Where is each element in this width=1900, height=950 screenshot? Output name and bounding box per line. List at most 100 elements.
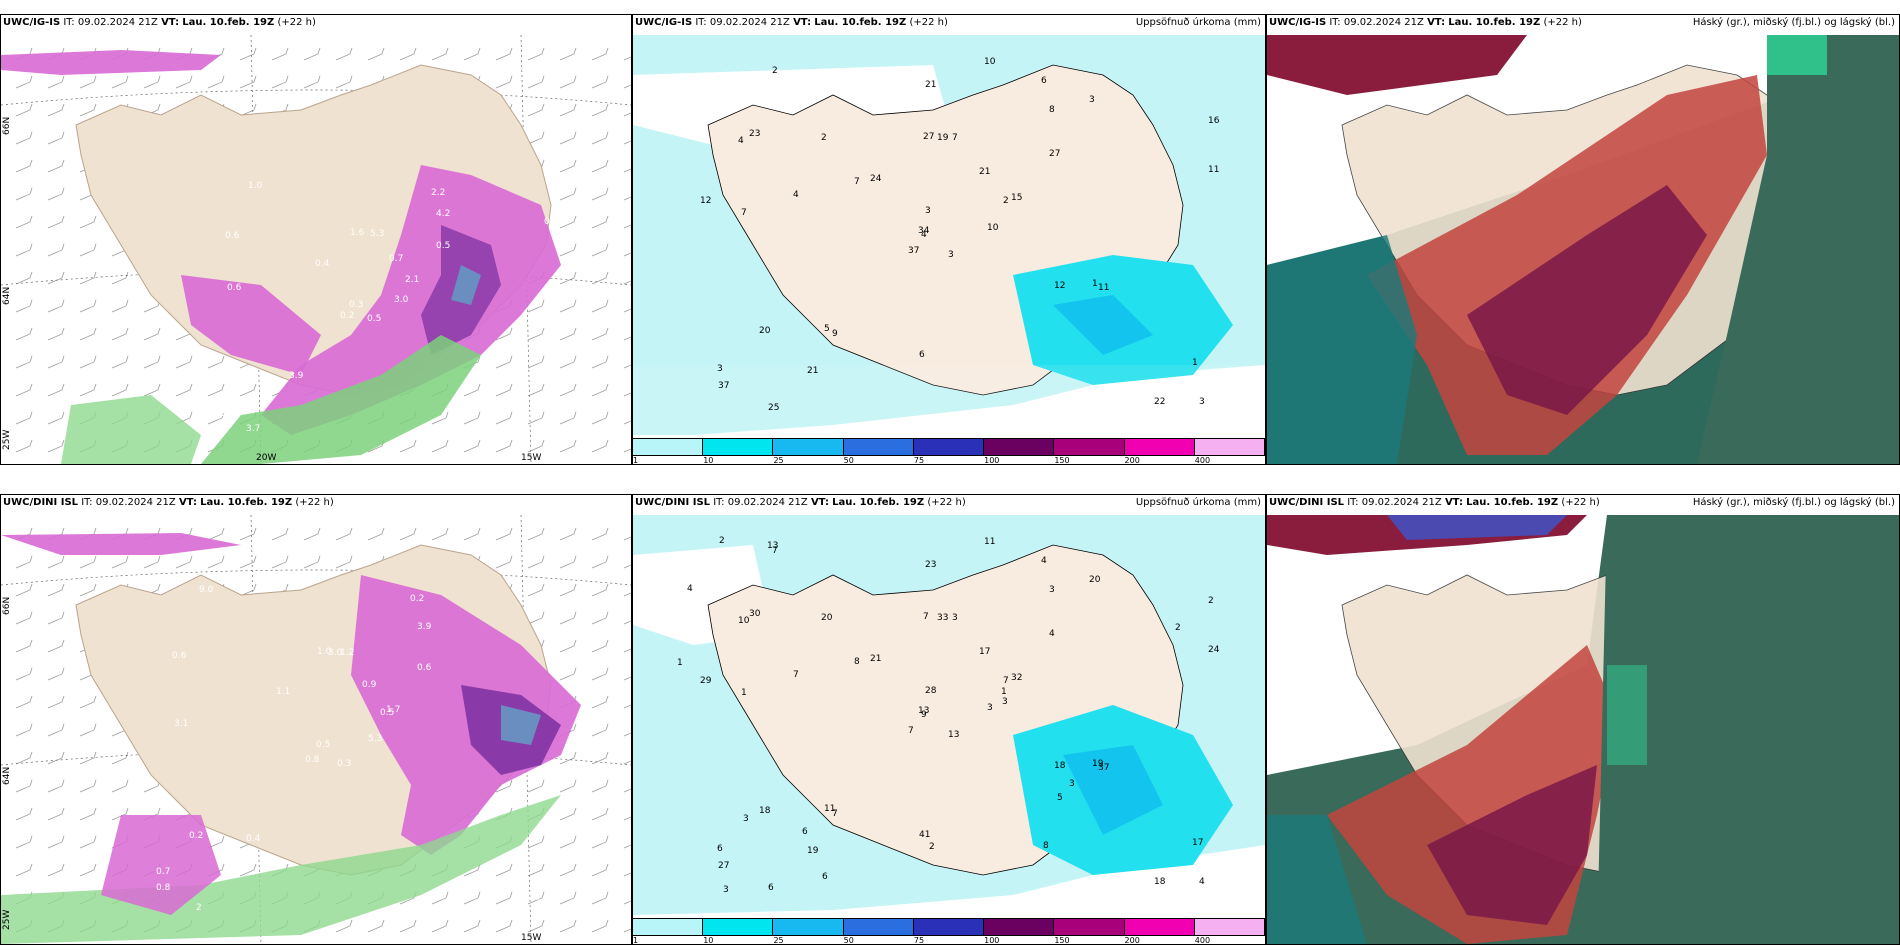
value-label: 0.6 xyxy=(227,283,242,293)
wind-barb xyxy=(591,439,609,453)
wind-barb xyxy=(111,555,129,569)
value-label: 21 xyxy=(925,80,936,90)
wind-barb xyxy=(335,75,353,89)
panel-subtitle: Uppsöfnuð úrkoma (mm) xyxy=(1135,497,1261,508)
value-label: 19 xyxy=(807,846,819,856)
wind-barb xyxy=(591,527,609,541)
wind-barb xyxy=(111,807,129,821)
value-label: 1.0 xyxy=(317,647,332,657)
panel-subtitle: Háský (gr.), miðský (fj.bl.) og lágský (… xyxy=(1692,497,1895,508)
value-label: 16 xyxy=(1208,116,1220,126)
value-label: 4 xyxy=(1199,877,1205,887)
wind-barb xyxy=(623,168,631,173)
wind-barb xyxy=(463,383,481,397)
value-label: 10 xyxy=(738,616,750,626)
panel-subtitle: Uppsöfnuð úrkoma (mm) xyxy=(1135,17,1261,28)
value-label: 18 xyxy=(1154,877,1166,887)
colorbar-tick: 50 xyxy=(843,456,854,465)
wind-barb xyxy=(431,891,449,905)
value-label: 27 xyxy=(718,861,729,871)
wind-barb xyxy=(79,243,97,257)
value-label: 4.2 xyxy=(436,209,450,219)
wind-barb xyxy=(527,919,545,933)
value-label: 4 xyxy=(793,190,799,200)
value-label: 9 xyxy=(832,329,838,339)
value-label: 4 xyxy=(921,230,927,240)
wind-barb xyxy=(47,555,65,569)
wind-barb xyxy=(559,583,577,597)
wind-barb xyxy=(47,439,65,453)
wind-barb xyxy=(47,863,65,877)
value-label: 18 xyxy=(1054,761,1066,771)
lon-label: 15W xyxy=(521,453,541,463)
wind-barb xyxy=(559,271,577,285)
value-label: 37 xyxy=(1098,763,1109,773)
wind-barb xyxy=(623,648,631,653)
value-label: 3 xyxy=(1089,95,1095,105)
value-label: 5.3 xyxy=(368,734,382,744)
value-label: 0.6 xyxy=(172,651,187,661)
value-label: 21 xyxy=(807,366,818,376)
value-label: 12 xyxy=(1054,281,1065,291)
wind-barb xyxy=(559,555,577,569)
wind-barb xyxy=(623,872,631,877)
wind-barb xyxy=(591,919,609,933)
value-label: 1.0 xyxy=(248,181,263,191)
wind-barb xyxy=(559,863,577,877)
wind-barb xyxy=(399,439,417,453)
wind-barb xyxy=(239,583,257,597)
wind-barb xyxy=(79,863,97,877)
colorbar-tick: 150 xyxy=(1054,936,1070,945)
wind-barb xyxy=(47,131,65,145)
value-label: 23 xyxy=(749,129,760,139)
wind-barb xyxy=(207,411,225,425)
value-label: 15 xyxy=(1011,193,1022,203)
colorbar-segment xyxy=(913,919,985,935)
value-label: 2 xyxy=(772,66,778,76)
wind-barb xyxy=(47,779,65,793)
value-label: 18 xyxy=(759,806,771,816)
colorbar-tick: 50 xyxy=(843,936,854,945)
wind-barb xyxy=(623,56,631,61)
wind-barb xyxy=(623,536,631,541)
wind-barb xyxy=(367,919,385,933)
value-label: 24 xyxy=(870,174,882,184)
wind-barb xyxy=(175,555,193,569)
wind-barb xyxy=(591,723,609,737)
wind-barb xyxy=(239,75,257,89)
wind-barb xyxy=(431,411,449,425)
value-label: 2 xyxy=(196,903,202,913)
wind-barb xyxy=(559,807,577,821)
value-label: 1.3 xyxy=(226,869,240,879)
wind-barb xyxy=(47,75,65,89)
value-label: 7 xyxy=(741,208,747,218)
wind-barb xyxy=(463,863,481,877)
wind-barb xyxy=(335,527,353,541)
value-label: 0.8 xyxy=(156,883,171,893)
wind-barb xyxy=(591,667,609,681)
wind-barb xyxy=(15,271,33,285)
colorbar-segment xyxy=(984,919,1055,935)
wind-barb xyxy=(15,187,33,201)
wind-barb xyxy=(303,75,321,89)
wind-barb xyxy=(239,863,257,877)
value-label: 11 xyxy=(1208,165,1219,175)
wind-barb xyxy=(591,131,609,145)
value-label: 20 xyxy=(821,613,833,623)
value-label: 4 xyxy=(1049,629,1055,639)
wind-barb xyxy=(303,555,321,569)
colorbar-tick: 25 xyxy=(773,456,784,465)
wind-barb xyxy=(207,383,225,397)
colorbar-tick: 1 xyxy=(633,936,639,945)
value-label: 21 xyxy=(979,167,990,177)
value-label: 0.6 xyxy=(225,231,240,241)
wind-barb xyxy=(591,639,609,653)
wind-barb xyxy=(47,187,65,201)
value-label: 0.5 xyxy=(367,314,381,324)
wind-barb xyxy=(527,355,545,369)
lon-label: 20W xyxy=(256,453,276,463)
value-label: 10 xyxy=(987,223,999,233)
wind-barb xyxy=(559,215,577,229)
value-label: 3 xyxy=(723,885,729,895)
value-label: 0.5 xyxy=(380,708,394,718)
